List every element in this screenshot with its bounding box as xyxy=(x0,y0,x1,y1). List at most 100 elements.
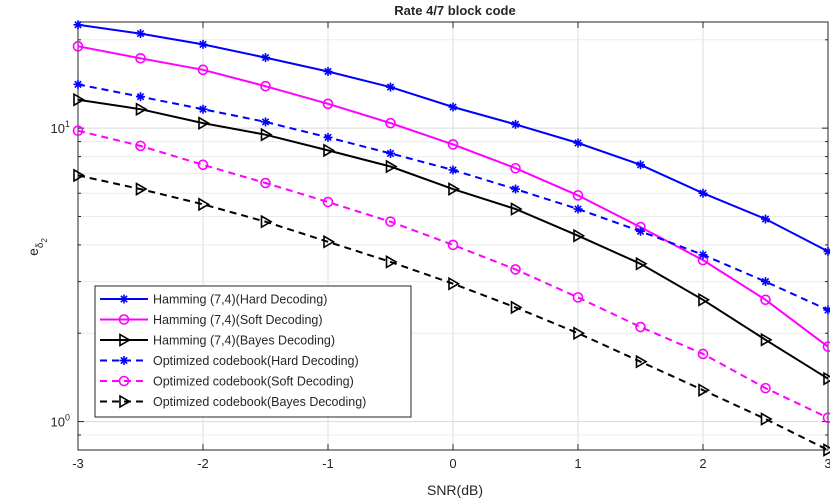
data-point-stroke xyxy=(386,149,395,158)
data-point xyxy=(198,197,211,212)
data-point xyxy=(385,117,396,129)
data-point-stroke xyxy=(74,21,82,29)
legend-label: Hamming (7,4)(Hard Decoding) xyxy=(153,293,327,307)
data-point xyxy=(261,53,270,63)
data-point xyxy=(822,341,830,352)
data-point-stroke xyxy=(261,53,270,62)
data-point-stroke xyxy=(761,277,770,286)
series-1 xyxy=(73,20,830,256)
data-point-stroke xyxy=(386,83,395,91)
data-point xyxy=(572,190,584,201)
data-point xyxy=(636,226,645,236)
legend-marker xyxy=(119,333,132,347)
data-point xyxy=(447,139,459,150)
legend-marker xyxy=(119,394,132,409)
data-point-stroke xyxy=(761,215,770,223)
data-point xyxy=(698,292,711,307)
series-6 xyxy=(73,168,830,457)
legend: Hamming (7,4)(Hard Decoding) Hamming (7,4… xyxy=(94,285,412,418)
legend-entry: Hamming (7,4)(Hard Decoding) xyxy=(100,293,327,307)
data-point xyxy=(197,64,209,76)
data-point xyxy=(135,102,148,117)
data-point-stroke xyxy=(74,80,82,89)
chart-title: Rate 4/7 block code xyxy=(394,3,515,18)
legend-entry: Optimized codebook(Hard Decoding) xyxy=(100,354,359,368)
data-point-stroke xyxy=(199,40,207,49)
data-point xyxy=(760,294,771,306)
data-point-stroke xyxy=(699,251,707,259)
data-point-stroke xyxy=(824,306,830,314)
legend-label: Hamming (7,4)(Bayes Decoding) xyxy=(153,334,335,348)
series-4 xyxy=(73,79,830,315)
x-tick-label: -2 xyxy=(197,456,209,471)
x-tick-label: -3 xyxy=(72,456,84,471)
data-point xyxy=(386,148,395,158)
y-axis-label-sub: δ xyxy=(35,242,46,248)
legend-marker xyxy=(118,375,130,387)
data-point xyxy=(72,41,84,52)
data-point xyxy=(448,165,458,175)
data-point xyxy=(322,196,334,208)
data-point-stroke xyxy=(574,139,582,147)
series-3 xyxy=(73,92,830,386)
data-point xyxy=(198,39,208,49)
data-point xyxy=(823,443,830,457)
data-point-stroke xyxy=(449,103,457,111)
data-point xyxy=(385,216,396,227)
series-line xyxy=(77,98,829,380)
data-point xyxy=(760,332,773,347)
data-point xyxy=(448,276,461,291)
data-point xyxy=(323,234,336,249)
data-point xyxy=(323,132,333,142)
data-point xyxy=(73,168,86,183)
data-point xyxy=(635,256,648,271)
data-point xyxy=(385,159,398,174)
data-point xyxy=(511,184,520,194)
data-point xyxy=(198,116,211,131)
y-axis-label-subsub: 2 xyxy=(40,238,49,243)
legend-entry: Optimized codebook(Bayes Decoding) xyxy=(100,394,366,409)
x-tick-label: -1 xyxy=(322,456,334,471)
svg-text:eδ2: eδ2 xyxy=(25,238,49,256)
data-point-stroke xyxy=(636,227,645,236)
data-point xyxy=(573,138,583,148)
data-point xyxy=(135,52,146,64)
x-tick-label: 2 xyxy=(699,456,706,471)
data-point xyxy=(136,29,145,39)
data-point xyxy=(823,305,830,315)
data-point xyxy=(760,412,773,426)
legend-entry: Optimized codebook(Soft Decoding) xyxy=(100,375,354,389)
data-point xyxy=(135,182,148,196)
data-point xyxy=(323,143,336,158)
data-point xyxy=(72,125,84,137)
x-tick-label: 3 xyxy=(824,456,830,471)
legend-marker-stroke xyxy=(120,295,128,303)
legend-label: Optimized codebook(Soft Decoding) xyxy=(153,375,354,389)
data-point xyxy=(511,119,520,129)
series-line xyxy=(77,129,829,419)
data-point xyxy=(510,202,523,216)
legend-marker-stroke xyxy=(120,356,128,365)
data-point xyxy=(761,277,770,287)
y-axis-label-main: e xyxy=(25,248,41,256)
data-point xyxy=(260,127,273,142)
data-point-stroke xyxy=(574,205,582,213)
data-point xyxy=(261,117,270,127)
x-tick-label: 1 xyxy=(574,456,581,471)
data-point xyxy=(136,92,145,102)
series-line xyxy=(77,174,829,451)
data-point xyxy=(197,159,209,171)
data-point xyxy=(510,264,521,275)
legend-label: Optimized codebook(Hard Decoding) xyxy=(153,354,359,368)
data-point xyxy=(573,204,583,214)
data-point xyxy=(698,250,708,260)
data-point xyxy=(573,228,586,243)
data-point-stroke xyxy=(324,133,332,142)
data-point-stroke xyxy=(699,189,707,197)
data-point xyxy=(573,326,586,341)
series-line xyxy=(77,45,829,348)
data-point xyxy=(698,188,708,198)
data-point xyxy=(510,300,523,315)
data-point xyxy=(260,214,273,229)
